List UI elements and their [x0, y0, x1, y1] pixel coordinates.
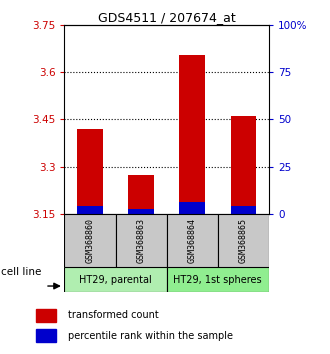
Bar — [64, 214, 116, 267]
Text: GSM368860: GSM368860 — [85, 218, 94, 263]
Text: HT29, parental: HT29, parental — [79, 275, 152, 285]
Bar — [167, 214, 218, 267]
Bar — [36, 329, 56, 342]
Bar — [77, 206, 103, 214]
Bar — [128, 210, 154, 214]
Bar — [77, 129, 103, 214]
Text: cell line: cell line — [1, 267, 42, 277]
Text: transformed count: transformed count — [68, 310, 159, 320]
Text: GSM368863: GSM368863 — [137, 218, 146, 263]
Text: GSM368864: GSM368864 — [188, 218, 197, 263]
Bar — [231, 116, 256, 214]
Bar — [64, 267, 167, 292]
Bar — [128, 175, 154, 214]
Bar — [180, 55, 205, 214]
Bar — [180, 201, 205, 214]
Text: HT29, 1st spheres: HT29, 1st spheres — [174, 275, 262, 285]
Bar — [167, 267, 269, 292]
Bar — [36, 309, 56, 322]
Bar — [115, 214, 167, 267]
Text: GSM368865: GSM368865 — [239, 218, 248, 263]
Bar — [231, 206, 256, 214]
Title: GDS4511 / 207674_at: GDS4511 / 207674_at — [98, 11, 236, 24]
Text: percentile rank within the sample: percentile rank within the sample — [68, 331, 233, 341]
Bar — [218, 214, 269, 267]
